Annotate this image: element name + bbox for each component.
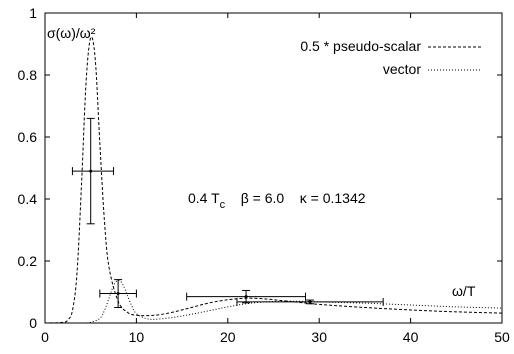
error-bar-point	[116, 292, 120, 296]
error-bar	[71, 117, 115, 225]
error-bar	[236, 297, 384, 306]
x-axis-label: ω/T	[452, 283, 476, 299]
parameter-annotation: 0.4 Tc β = 6.0 κ = 0.1342	[188, 190, 366, 211]
x-tick-label: 30	[311, 329, 327, 345]
annotation-rest: β = 6.0 κ = 0.1342	[225, 190, 366, 206]
error-bar	[186, 289, 306, 304]
x-tick-label: 20	[220, 329, 236, 345]
y-tick-label: 0.8	[18, 67, 38, 83]
error-bar-point	[308, 300, 312, 304]
annotation-base: 0.4 T	[188, 190, 220, 206]
legend-label-vector: vector	[383, 61, 421, 77]
x-tick-label: 0	[41, 329, 49, 345]
plot-frame	[44, 12, 503, 324]
x-tick-label: 10	[129, 329, 145, 345]
y-tick-label: 0	[29, 315, 37, 331]
error-bar	[99, 279, 137, 308]
y-tick-label: 0.6	[18, 129, 38, 145]
error-bar-point	[244, 295, 248, 299]
y-axis-label: σ(ω)/ω²	[47, 25, 96, 41]
y-tick-label: 0.4	[18, 191, 38, 207]
error-bar-point	[89, 169, 93, 173]
x-tick-label: 40	[403, 329, 419, 345]
y-tick-label: 0.2	[18, 253, 38, 269]
legend-label-pseudo-scalar: 0.5 * pseudo-scalar	[300, 38, 421, 54]
legend: 0.5 * pseudo-scalar vector	[300, 38, 482, 77]
series-line-pseudo-scalar	[44, 36, 503, 324]
annotation-subscript: c	[220, 199, 226, 211]
x-tick-label: 50	[494, 329, 510, 345]
y-tick-label: 1	[29, 5, 37, 21]
